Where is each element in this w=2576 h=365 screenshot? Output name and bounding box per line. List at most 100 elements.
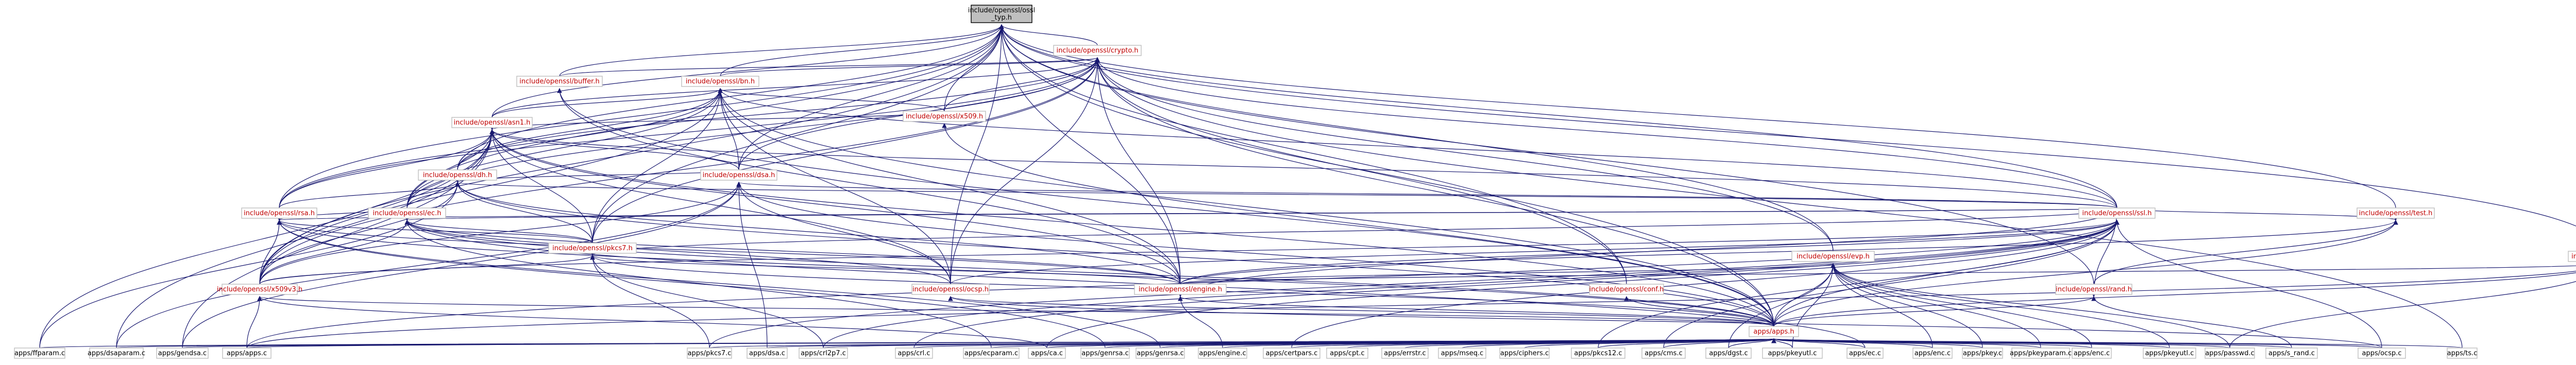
node-box	[1571, 347, 1625, 359]
include-edge-n20-to-n16	[1773, 272, 2576, 327]
node-label: include/openssl/x509v3.h	[217, 286, 302, 293]
node-label: apps/pkcs7.c	[688, 350, 732, 357]
root-header-node[interactable]: include/openssl/ossl_typ.h	[968, 5, 1036, 23]
node-label: apps/ffparam.c	[14, 350, 65, 357]
include-edge-n20-to-n17	[258, 296, 1774, 327]
node-box	[222, 284, 298, 295]
source-file-node[interactable]: apps/ecparam.c	[963, 347, 1020, 359]
node-label: include/openssl/evp.h	[1797, 253, 1870, 260]
source-file-node[interactable]: apps/s_rand.c	[2265, 347, 2318, 359]
source-file-node[interactable]: apps/enc.c	[2072, 347, 2112, 359]
node-label: apps/crl2p7.c	[801, 350, 846, 357]
include-edge-n20-to-n0	[999, 24, 1774, 327]
source-file-node[interactable]: apps/gendsa.c	[156, 347, 209, 359]
source-file-node[interactable]: apps/ca.c	[1028, 347, 1066, 359]
source-file-node[interactable]: apps/ec.c	[1846, 347, 1884, 359]
source-file-node[interactable]: apps/dsa.c	[747, 347, 788, 359]
source-file-node[interactable]: apps/enc.c	[1912, 347, 1953, 359]
header-node[interactable]: include/openssl/rsa.h	[241, 207, 317, 219]
source-file-node[interactable]: apps/mseq.c	[1438, 347, 1486, 359]
node-label: include/openssl/ssl.h	[2082, 210, 2152, 217]
header-node[interactable]: include/openssl/test.h	[2357, 207, 2435, 219]
header-node[interactable]: include/openssl/crypto.h	[1053, 45, 1142, 56]
node-label: apps/enc.c	[1914, 350, 1951, 357]
source-file-node[interactable]: apps/pkcs12.c	[1571, 347, 1625, 359]
include-edge-n10-to-n8	[404, 220, 593, 244]
source-file-node[interactable]: apps/errstr.c	[1381, 347, 1429, 359]
node-label: apps/engine.c	[1199, 350, 1246, 357]
node-label: apps/apps.h	[1753, 328, 1794, 336]
include-edge-n19-to-n18	[2093, 220, 2398, 285]
source-file-node[interactable]: apps/crl.c	[895, 347, 933, 359]
source-file-node[interactable]: apps/pkey.c	[1962, 347, 2003, 359]
node-label: apps/ciphers.c	[1500, 350, 1549, 357]
header-node[interactable]: include/openssl/ui.h	[2568, 251, 2576, 262]
node-box	[222, 347, 272, 359]
source-file-node[interactable]: apps/pkeyutl.c	[2143, 347, 2196, 359]
header-node[interactable]: include/openssl/x509v3.h	[217, 284, 302, 295]
source-file-node[interactable]: apps/dsaparam.c	[88, 347, 145, 359]
node-box	[1381, 347, 1429, 359]
node-box	[2011, 347, 2070, 359]
source-file-node[interactable]: apps/pkeyutl.c	[1762, 347, 1823, 359]
source-file-node[interactable]: apps/crl2p7.c	[799, 347, 848, 359]
node-label: apps/s_rand.c	[2268, 350, 2315, 357]
node-box	[1080, 347, 1130, 359]
node-label: include/openssl/dsa.h	[703, 171, 775, 179]
include-edge-n5-to-n3	[718, 88, 945, 112]
leaf-edge-l23-to-n14	[1831, 263, 1933, 349]
source-file-node[interactable]: apps/pkcs7.c	[687, 347, 732, 359]
source-file-node[interactable]: apps/engine.c	[1198, 347, 1247, 359]
source-file-node[interactable]: apps/apps.c	[222, 347, 272, 359]
header-node[interactable]: include/openssl/bn.h	[681, 76, 759, 87]
include-edge-n20-to-n8	[404, 220, 1774, 327]
leaf-edge-l3-to-n16	[246, 270, 2576, 349]
include-edge-n17-to-n1	[259, 57, 1100, 285]
header-node[interactable]: include/openssl/ocsp.h	[911, 284, 990, 295]
header-node[interactable]: include/openssl/engine.h	[1134, 284, 1227, 295]
header-node[interactable]: include/openssl/ec.h	[368, 207, 446, 219]
include-edge-n4-to-n3	[492, 88, 723, 118]
node-label: _typ.h	[991, 14, 1012, 22]
source-file-node[interactable]: apps/ciphers.c	[1499, 347, 1550, 359]
header-node[interactable]: include/openssl/dsa.h	[700, 169, 777, 181]
include-edge-n20-to-n13	[948, 296, 1774, 327]
source-file-node[interactable]: apps/genrsa.c	[1080, 347, 1130, 359]
source-file-node[interactable]: apps/cpt.c	[1326, 347, 1368, 359]
header-node[interactable]: include/openssl/evp.h	[1791, 251, 1875, 262]
node-box	[1134, 284, 1227, 295]
header-node[interactable]: include/openssl/buffer.h	[516, 76, 603, 87]
source-file-node[interactable]: apps/cms.c	[1641, 347, 1686, 359]
node-label: apps/pkeyutl.c	[1768, 350, 1817, 357]
source-file-node[interactable]: apps/passwd.c	[2205, 347, 2255, 359]
source-file-node[interactable]: apps/dgst.c	[1705, 347, 1752, 359]
node-label: include/openssl/bn.h	[686, 78, 755, 85]
source-file-node[interactable]: apps/ts.c	[2447, 347, 2478, 359]
node-box	[747, 347, 788, 359]
source-file-node[interactable]: apps/ocsp.c	[2358, 347, 2406, 359]
header-node[interactable]: include/openssl/ssl.h	[2078, 207, 2156, 219]
leaf-edge-l31-to-n20	[1772, 338, 2463, 349]
source-file-node[interactable]: apps/ffparam.c	[14, 347, 65, 359]
header-node[interactable]: include/openssl/conf.h	[1589, 284, 1664, 295]
source-file-node[interactable]: apps/certpars.c	[1263, 347, 1320, 359]
node-label: apps/errstr.c	[1384, 350, 1426, 357]
header-node[interactable]: include/openssl/rand.h	[2055, 284, 2132, 295]
header-node[interactable]: apps/apps.h	[1749, 326, 1799, 337]
header-node[interactable]: include/openssl/x509.h	[903, 111, 986, 122]
node-label: include/openssl/crypto.h	[1056, 47, 1138, 55]
node-label: include/openssl/asn1.h	[453, 119, 530, 127]
include-edge-n5-to-n4	[489, 111, 945, 130]
leaf-edge-l24-to-n14	[1831, 263, 1983, 349]
source-file-node[interactable]: apps/pkeyparam.c	[2010, 347, 2072, 359]
header-node[interactable]: include/openssl/asn1.h	[451, 117, 533, 128]
header-node[interactable]: include/openssl/pkcs7.h	[548, 242, 637, 254]
include-edge-n20-to-n5	[942, 123, 1774, 327]
header-node[interactable]: include/openssl/dh.h	[418, 169, 497, 181]
node-box	[2447, 347, 2478, 359]
source-file-node[interactable]: apps/genrsa.c	[1136, 347, 1185, 359]
node-box	[89, 347, 144, 359]
node-label: apps/ts.c	[2447, 350, 2478, 357]
node-box	[2358, 347, 2406, 359]
node-box	[1053, 45, 1142, 56]
